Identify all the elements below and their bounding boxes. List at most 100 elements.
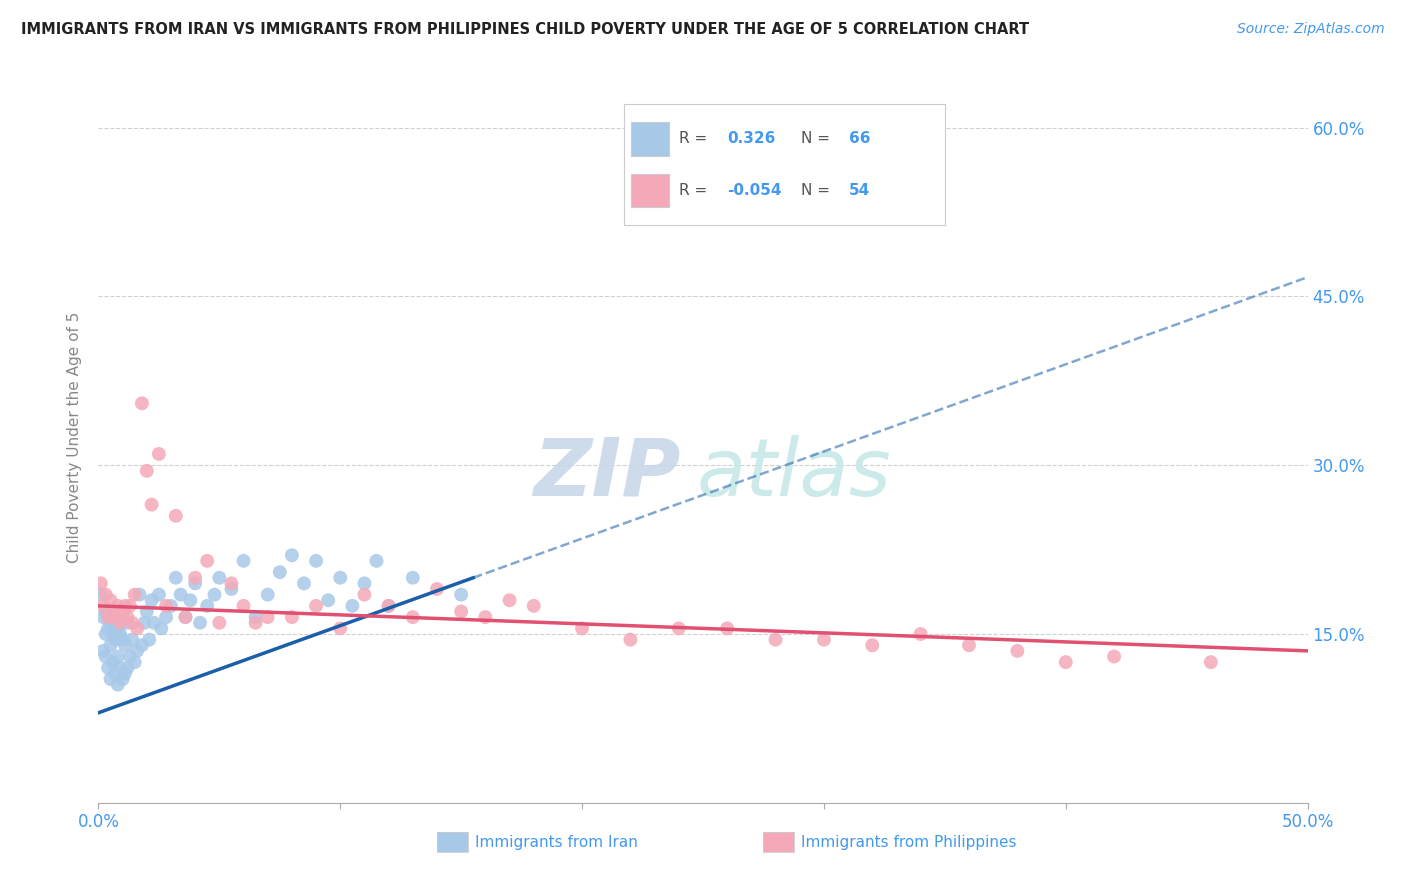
Point [90, 576, 112, 591]
Point [179, 593, 201, 607]
Text: Immigrants from Iran: Immigrants from Iran [475, 835, 638, 849]
Text: ZIP: ZIP [533, 434, 681, 513]
Point [135, 464, 157, 478]
Point [94, 649, 117, 664]
Point [100, 672, 122, 686]
Point [450, 605, 472, 619]
Point [1102, 649, 1125, 664]
Text: Immigrants from Philippines: Immigrants from Philippines [801, 835, 1017, 849]
Point [188, 615, 211, 630]
Point [204, 588, 226, 602]
Point [353, 576, 375, 591]
Point [141, 593, 163, 607]
Point [269, 565, 291, 579]
Point [114, 599, 136, 613]
Point [329, 621, 352, 635]
Point [169, 588, 191, 602]
Point [111, 632, 134, 647]
Point [94, 588, 117, 602]
Point [91, 644, 114, 658]
Point [160, 599, 183, 613]
Point [104, 632, 127, 647]
Point [1054, 655, 1077, 669]
Point [143, 615, 166, 630]
Point [117, 610, 139, 624]
Point [221, 582, 243, 596]
Point [281, 610, 304, 624]
Point [377, 599, 399, 613]
Text: IMMIGRANTS FROM IRAN VS IMMIGRANTS FROM PHILIPPINES CHILD POVERTY UNDER THE AGE : IMMIGRANTS FROM IRAN VS IMMIGRANTS FROM … [21, 22, 1029, 37]
Point [107, 678, 129, 692]
Point [148, 588, 170, 602]
Point [97, 621, 120, 635]
Point [232, 599, 254, 613]
Text: atlas: atlas [696, 434, 891, 513]
Point [342, 599, 364, 613]
Point [100, 638, 122, 652]
Point [221, 576, 243, 591]
Point [97, 610, 120, 624]
Point [121, 615, 143, 630]
Point [107, 621, 129, 635]
Point [184, 576, 207, 591]
Point [111, 672, 134, 686]
Point [104, 610, 127, 624]
Point [245, 610, 267, 624]
Point [523, 599, 546, 613]
Point [94, 627, 117, 641]
Point [118, 599, 141, 613]
Point [141, 498, 163, 512]
Text: Source: ZipAtlas.com: Source: ZipAtlas.com [1237, 22, 1385, 37]
Point [90, 588, 112, 602]
Point [134, 615, 156, 630]
Point [208, 615, 231, 630]
Point [305, 599, 328, 613]
Point [104, 666, 127, 681]
Point [1007, 644, 1029, 658]
Point [256, 610, 278, 624]
Point [474, 610, 496, 624]
Point [281, 548, 304, 562]
Point [101, 655, 124, 669]
Point [366, 554, 388, 568]
Point [305, 554, 328, 568]
Point [117, 615, 139, 630]
Point [114, 638, 136, 652]
Point [765, 632, 787, 647]
Point [450, 588, 472, 602]
Point [208, 571, 231, 585]
Point [135, 605, 157, 619]
Point [150, 621, 173, 635]
Point [377, 599, 399, 613]
Point [100, 593, 122, 607]
Point [1199, 655, 1222, 669]
Point [101, 627, 124, 641]
Point [353, 588, 375, 602]
Point [128, 588, 150, 602]
Point [108, 661, 131, 675]
Point [165, 508, 187, 523]
Point [100, 615, 122, 630]
Point [124, 588, 146, 602]
Point [245, 615, 267, 630]
Point [498, 593, 520, 607]
Point [121, 632, 143, 647]
Point [668, 621, 690, 635]
Point [131, 638, 153, 652]
Point [94, 605, 117, 619]
Point [184, 571, 207, 585]
Point [957, 638, 980, 652]
Point [813, 632, 835, 647]
Point [165, 571, 187, 585]
Point [155, 610, 177, 624]
Point [195, 599, 218, 613]
Point [117, 661, 139, 675]
Point [860, 638, 883, 652]
Point [97, 661, 120, 675]
Point [402, 610, 425, 624]
Point [127, 644, 149, 658]
Point [138, 632, 160, 647]
Point [402, 571, 425, 585]
Point [329, 571, 352, 585]
Point [619, 632, 641, 647]
